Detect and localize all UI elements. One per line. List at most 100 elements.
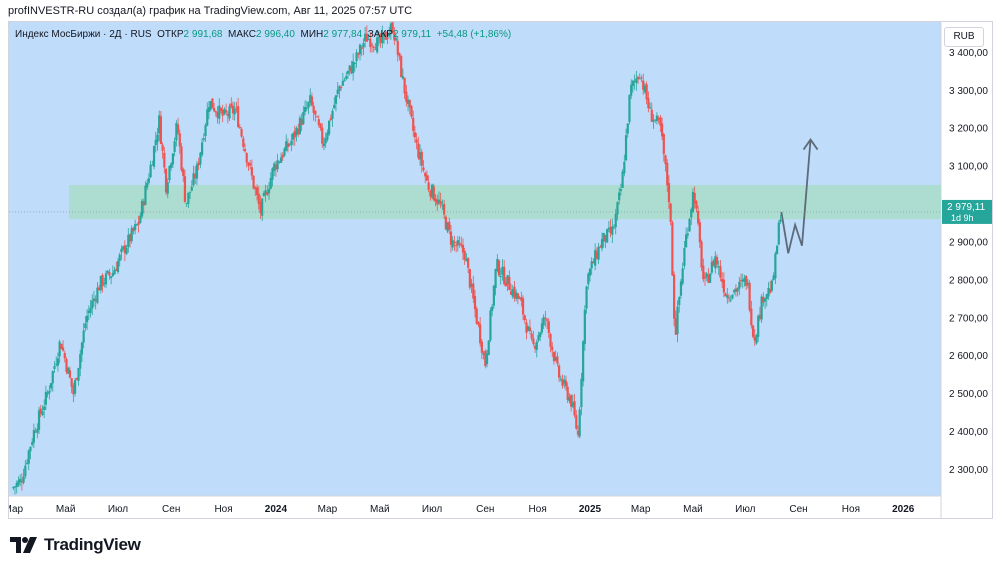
- candle-body: [621, 171, 624, 188]
- candle-body: [686, 233, 689, 236]
- candle-body: [168, 165, 171, 181]
- candle-body: [137, 222, 140, 225]
- candle-body: [497, 260, 501, 276]
- candle-body: [770, 280, 774, 291]
- candle-body: [348, 65, 351, 71]
- candle-body: [67, 367, 70, 374]
- candle-body: [662, 134, 665, 155]
- candle-body: [216, 112, 219, 118]
- y-tick-label: 2 400,00: [949, 427, 988, 438]
- candle-body: [532, 338, 535, 344]
- candle-body: [293, 130, 296, 138]
- candle-body: [225, 110, 228, 113]
- candle-body: [533, 346, 537, 349]
- candle-body: [631, 80, 635, 86]
- candle-body: [511, 289, 514, 297]
- candle-body: [197, 162, 200, 166]
- candle-body: [645, 84, 648, 100]
- candle-body: [255, 187, 259, 195]
- candle-body: [51, 371, 54, 384]
- tradingview-logo[interactable]: TradingView: [10, 535, 141, 555]
- candle-body: [300, 118, 303, 126]
- candle-body: [453, 241, 456, 244]
- candle-body: [96, 287, 99, 303]
- close-label: ЗАКР: [367, 29, 393, 40]
- candle-body: [156, 134, 159, 143]
- candle-body: [99, 275, 102, 291]
- candle-body: [75, 378, 78, 380]
- candle-body: [693, 192, 696, 204]
- candle-body: [223, 109, 226, 114]
- candle-body: [660, 123, 664, 137]
- candle-body: [568, 397, 571, 402]
- candle-body: [441, 205, 444, 207]
- candle-body: [388, 33, 391, 37]
- candle-body: [194, 173, 197, 179]
- candle-body: [72, 385, 75, 395]
- candle-body: [530, 333, 533, 339]
- candle-body: [465, 259, 468, 262]
- candle-body: [415, 139, 418, 143]
- candle-body: [218, 105, 221, 119]
- candle-body: [101, 275, 104, 287]
- x-tick-label: Июл: [735, 504, 755, 515]
- candle-body: [724, 293, 727, 297]
- x-tick-label: Мар: [318, 504, 338, 515]
- candle-body: [36, 428, 39, 433]
- candle-body: [19, 478, 22, 483]
- symbol-label[interactable]: Индекс МосБиржи · 2Д · RUS: [15, 29, 152, 40]
- candle-body: [444, 216, 447, 230]
- candle-body: [673, 274, 676, 319]
- candle-body: [748, 282, 751, 311]
- candle-body: [458, 242, 461, 245]
- currency-button[interactable]: RUB: [944, 27, 984, 47]
- candle-body: [73, 380, 77, 394]
- candle-body: [41, 411, 44, 415]
- candle-body: [738, 281, 741, 289]
- candle-body: [151, 164, 154, 166]
- candle-body: [705, 273, 708, 278]
- candle-body: [430, 184, 434, 198]
- candle-body: [185, 202, 188, 204]
- candle-body: [758, 315, 762, 319]
- x-tick-label: Ноя: [214, 504, 232, 515]
- candle-body: [230, 103, 233, 107]
- candle-body: [49, 382, 53, 389]
- x-tick-label: 2026: [892, 504, 915, 515]
- candle-body: [592, 261, 595, 264]
- candle-body: [370, 44, 374, 46]
- candle-body: [125, 247, 128, 254]
- candle-body: [714, 256, 717, 269]
- chart-area[interactable]: 2 300,00 2 400,00 2 500,00 2 600,00 2 700,00…: [8, 21, 993, 519]
- candle-body: [491, 306, 494, 311]
- candle-body: [741, 279, 744, 282]
- candle-body: [243, 149, 247, 152]
- candle-body: [240, 129, 243, 137]
- high-label: МАКС: [228, 29, 256, 40]
- candle-body: [262, 192, 265, 197]
- candle-body: [669, 203, 672, 222]
- candle-body: [604, 235, 607, 242]
- candle-body: [295, 127, 298, 136]
- candle-body: [353, 62, 356, 64]
- candle-body: [237, 106, 240, 127]
- candle-body: [611, 226, 614, 235]
- candle-body: [594, 250, 597, 266]
- candle-body: [104, 273, 108, 285]
- candle-body: [87, 310, 90, 314]
- candle-body: [618, 192, 621, 201]
- price-tag: [942, 199, 992, 224]
- candle-body: [753, 336, 756, 341]
- candle-body: [367, 39, 370, 41]
- candle-body: [729, 299, 732, 301]
- candle-body: [389, 23, 392, 32]
- candle-body: [328, 120, 331, 135]
- candle-body: [134, 224, 137, 230]
- candle-body: [624, 135, 628, 161]
- candle-body: [446, 222, 449, 232]
- tradingview-brand-text: TradingView: [44, 535, 141, 554]
- candlestick-chart[interactable]: 2 300,00 2 400,00 2 500,00 2 600,00 2 700,00…: [9, 22, 993, 519]
- candle-body: [727, 297, 731, 299]
- candle-body: [22, 476, 25, 483]
- candle-body: [226, 113, 229, 116]
